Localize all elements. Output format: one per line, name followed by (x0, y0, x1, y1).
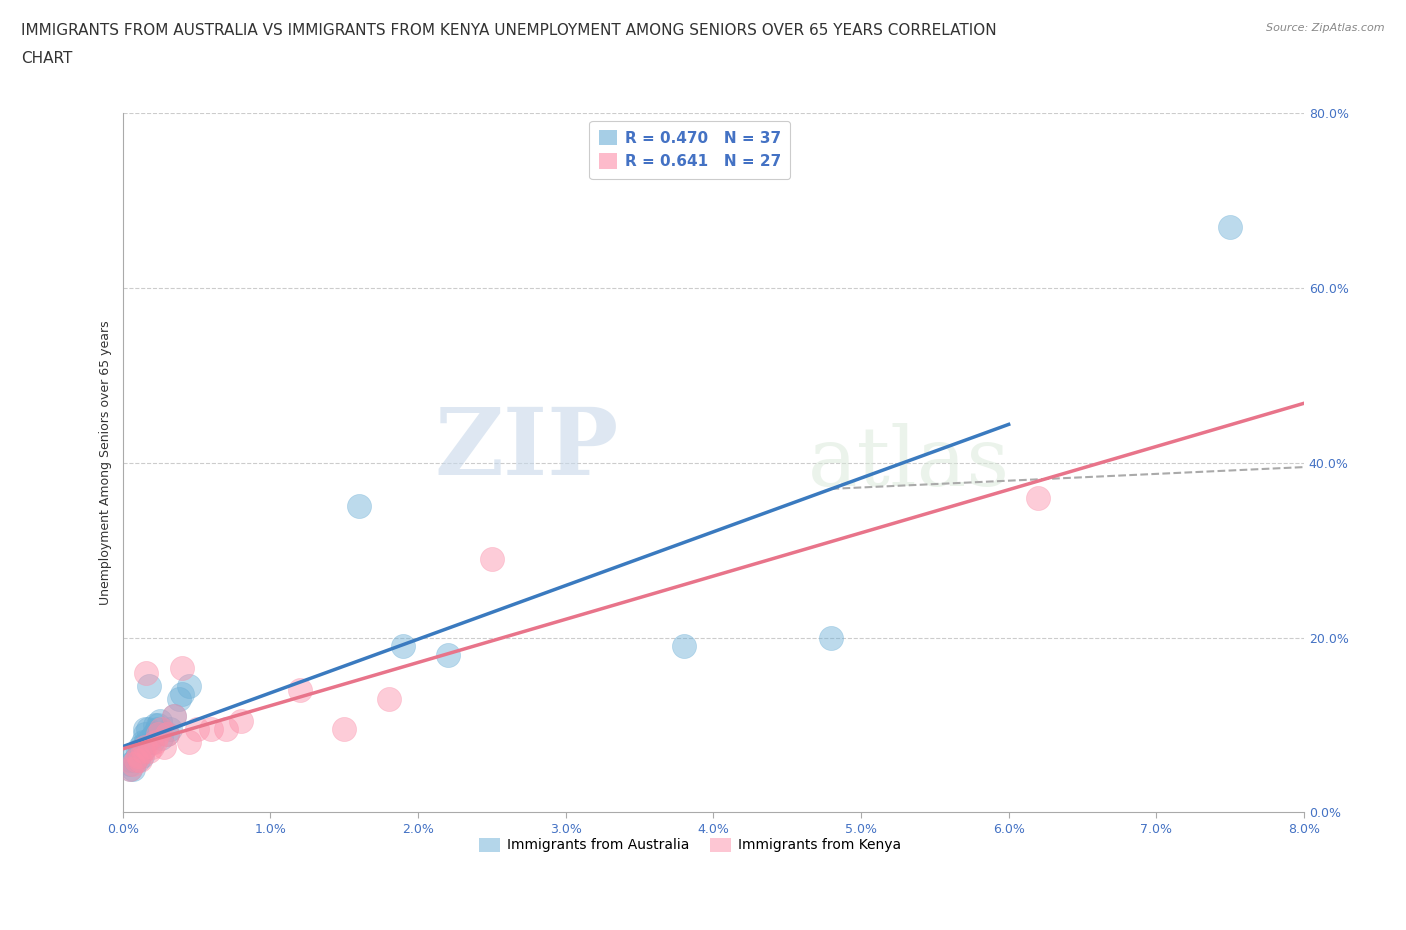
Point (134, 722, 156, 737)
Point (120, 762, 142, 777)
Point (131, 748, 153, 763)
Point (120, 752, 142, 767)
Point (129, 752, 152, 767)
Legend: Immigrants from Australia, Immigrants from Kenya: Immigrants from Australia, Immigrants fr… (474, 832, 907, 858)
Point (127, 748, 149, 763)
Point (122, 762, 145, 777)
Point (141, 739, 163, 754)
Point (138, 678, 160, 693)
Point (143, 735, 166, 750)
Point (215, 722, 238, 737)
Point (347, 499, 370, 514)
Point (134, 739, 156, 754)
Point (142, 726, 165, 741)
Text: IMMIGRANTS FROM AUSTRALIA VS IMMIGRANTS FROM KENYA UNEMPLOYMENT AMONG SENIORS OV: IMMIGRANTS FROM AUSTRALIA VS IMMIGRANTS … (21, 23, 997, 38)
Point (132, 744, 155, 759)
Point (288, 683, 311, 698)
Point (377, 691, 399, 706)
Y-axis label: Unemployment Among Seniors over 65 years: Unemployment Among Seniors over 65 years (100, 321, 112, 605)
Point (120, 757, 142, 772)
Point (120, 762, 142, 777)
Text: Source: ZipAtlas.com: Source: ZipAtlas.com (1267, 23, 1385, 33)
Point (135, 665, 157, 680)
Point (127, 752, 149, 767)
Point (125, 752, 148, 767)
Point (156, 726, 179, 741)
Point (333, 722, 356, 737)
Point (127, 748, 149, 763)
Point (820, 631, 842, 645)
Point (136, 722, 159, 737)
Point (156, 726, 179, 741)
Point (134, 726, 156, 741)
Point (153, 739, 176, 754)
Point (179, 735, 201, 750)
Point (131, 744, 153, 759)
Point (170, 687, 193, 702)
Point (167, 691, 190, 706)
Point (163, 709, 186, 724)
Point (122, 757, 145, 772)
Point (1219, 219, 1241, 234)
Point (163, 709, 186, 724)
Point (139, 731, 162, 746)
Point (150, 722, 173, 737)
Point (132, 735, 155, 750)
Point (436, 647, 458, 662)
Text: atlas: atlas (808, 423, 1010, 503)
Text: CHART: CHART (21, 51, 73, 66)
Point (179, 678, 201, 693)
Point (1026, 490, 1049, 505)
Point (159, 722, 181, 737)
Point (143, 718, 166, 733)
Point (229, 713, 252, 728)
Point (145, 722, 167, 737)
Point (170, 660, 193, 675)
Point (150, 731, 173, 746)
Point (138, 744, 160, 759)
Point (392, 639, 415, 654)
Point (672, 639, 695, 654)
Point (186, 722, 208, 737)
Point (124, 752, 146, 767)
Point (127, 744, 149, 759)
Point (149, 713, 172, 728)
Point (481, 551, 503, 566)
Point (129, 739, 152, 754)
Text: ZIP: ZIP (434, 404, 619, 494)
Point (141, 735, 163, 750)
Point (148, 718, 170, 733)
Point (148, 726, 170, 741)
Point (200, 722, 222, 737)
Point (135, 735, 157, 750)
